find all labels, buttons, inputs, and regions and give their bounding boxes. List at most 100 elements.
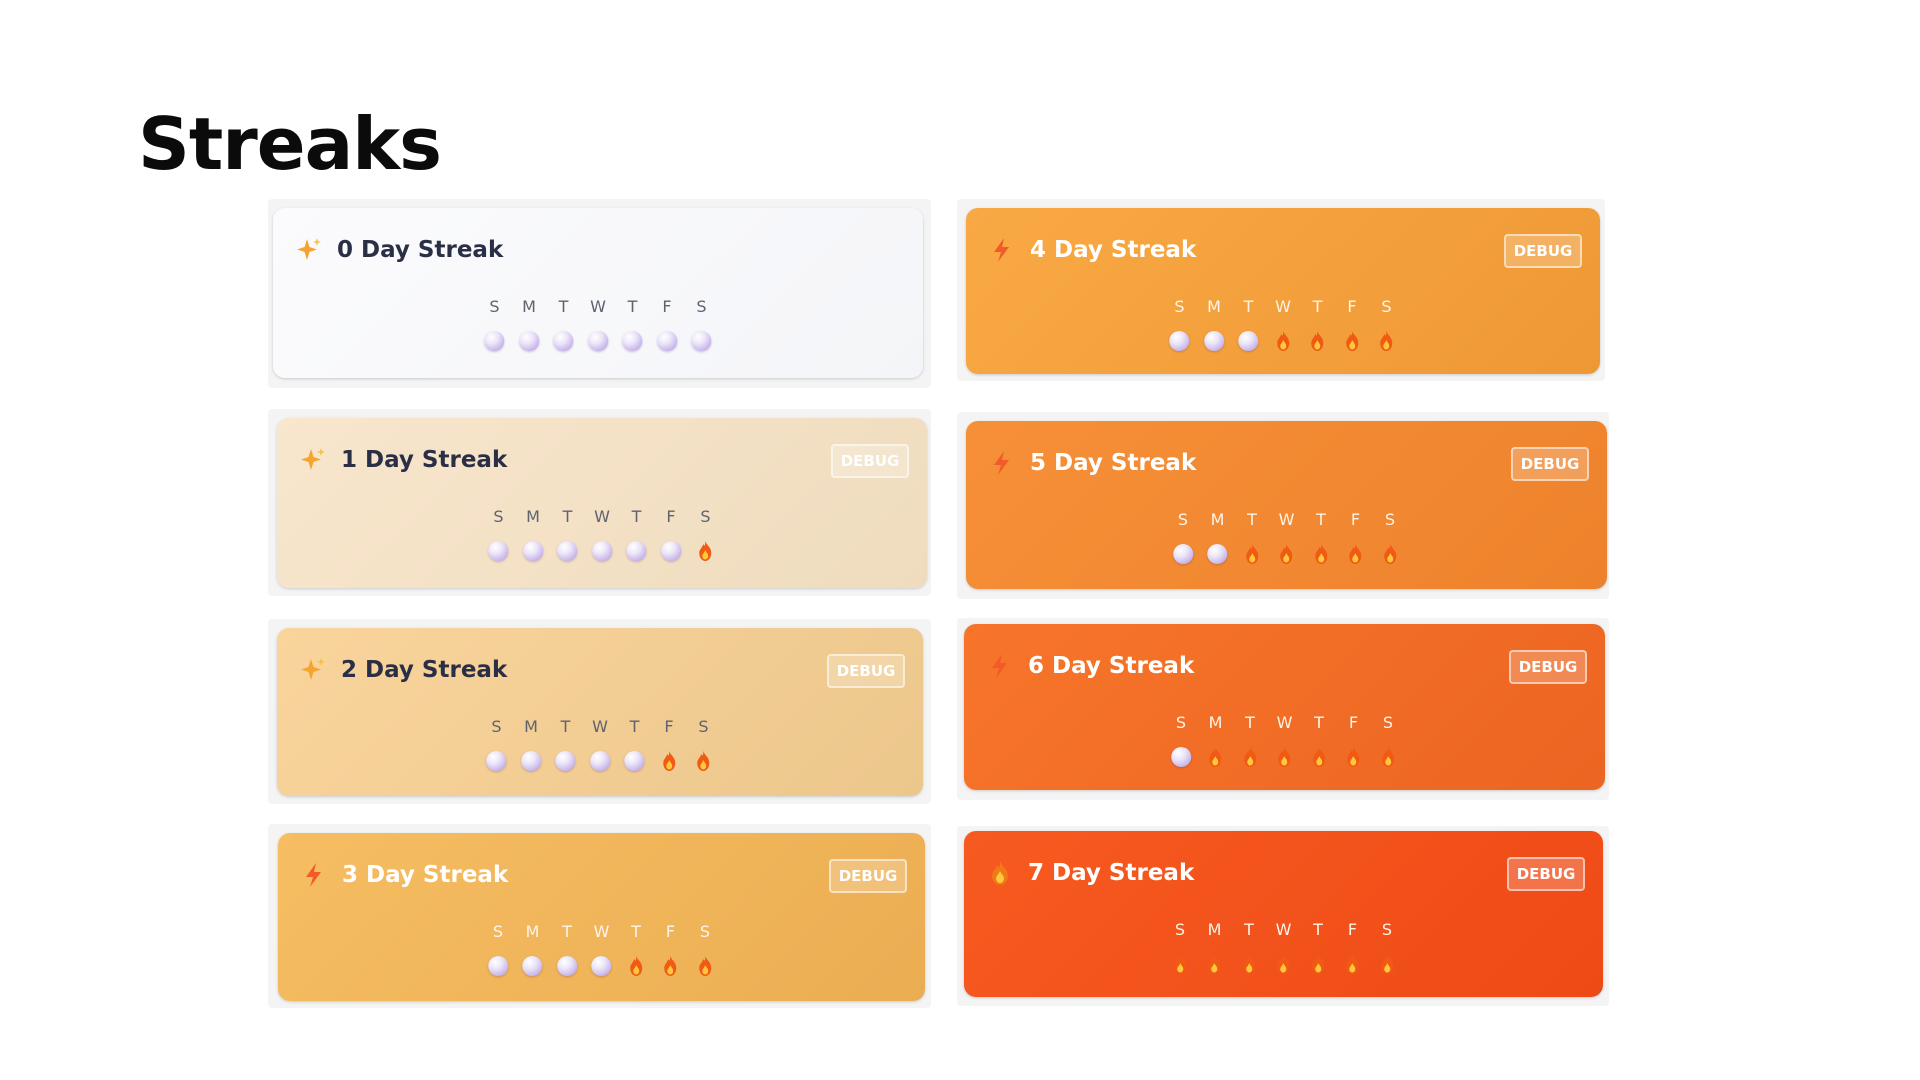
empty-day-orb: [1207, 543, 1229, 565]
day-label: S: [1177, 510, 1189, 529]
empty-day-orb: [1169, 330, 1191, 352]
flame-icon: [1308, 746, 1330, 768]
day-label: T: [1243, 297, 1254, 316]
empty-day-orb: [656, 330, 678, 352]
day-label: S: [696, 297, 707, 316]
empty-day-orb: [553, 330, 575, 352]
day-label: S: [1174, 920, 1186, 939]
day-label: M: [526, 507, 540, 526]
flame-icon: [1376, 330, 1398, 352]
empty-day-orb: [591, 540, 613, 562]
debug-button[interactable]: DEBUG: [1509, 650, 1587, 684]
day-label: M: [522, 297, 536, 316]
day-label: S: [1174, 297, 1185, 316]
debug-button[interactable]: DEBUG: [1511, 447, 1589, 481]
empty-day-orb: [589, 750, 611, 772]
day-label: T: [1245, 713, 1255, 732]
flame-icon: [1204, 953, 1226, 975]
flame-icon: [1343, 746, 1365, 768]
day-label: F: [665, 922, 676, 941]
debug-button[interactable]: DEBUG: [1507, 857, 1585, 891]
flame-icon: [1205, 746, 1227, 768]
day-label: S: [491, 717, 502, 736]
day-label: S: [489, 297, 500, 316]
day-label: T: [1316, 510, 1326, 529]
day-label: S: [493, 507, 504, 526]
flame-icon: [1273, 953, 1295, 975]
flame-icon: [1239, 746, 1261, 768]
sparkle-icon: [299, 446, 327, 474]
flame-icon: [693, 750, 715, 772]
card-title: 7 Day Streak: [1028, 860, 1195, 886]
empty-day-orb: [557, 540, 579, 562]
lightning-icon: [988, 236, 1016, 264]
streak-card-1: 1 Day Streak DEBUG S M T W T F S: [277, 418, 927, 588]
day-label: S: [1382, 713, 1394, 732]
flame-icon: [1307, 330, 1329, 352]
flame-icon: [1341, 330, 1363, 352]
day-label: M: [1210, 510, 1225, 529]
day-label: F: [664, 717, 674, 736]
debug-button[interactable]: DEBUG: [827, 654, 905, 688]
day-label: W: [593, 922, 610, 941]
empty-day-orb: [522, 955, 544, 977]
flame-icon: [1274, 746, 1296, 768]
lightning-icon: [300, 861, 328, 889]
day-label: T: [627, 297, 638, 316]
day-label: F: [666, 507, 676, 526]
flame-icon: [1272, 330, 1294, 352]
streak-card-6: 6 Day Streak DEBUG S M T W T F S: [964, 624, 1605, 790]
empty-day-orb: [691, 330, 713, 352]
debug-button[interactable]: DEBUG: [829, 859, 907, 893]
streak-card-2: 2 Day Streak DEBUG S M T W T F S: [277, 628, 923, 796]
day-label: S: [492, 922, 504, 941]
lightning-icon: [986, 652, 1014, 680]
flame-icon: [1345, 543, 1367, 565]
day-label: W: [1276, 713, 1293, 732]
day-label: T: [631, 507, 642, 526]
empty-day-orb: [587, 330, 609, 352]
day-label: T: [560, 717, 571, 736]
day-label: T: [1247, 510, 1257, 529]
empty-day-orb: [1170, 746, 1192, 768]
card-title: 4 Day Streak: [1030, 237, 1197, 263]
day-label: T: [558, 297, 569, 316]
empty-day-orb: [556, 955, 578, 977]
day-label: S: [700, 507, 711, 526]
day-label: T: [562, 922, 572, 941]
streak-card-3: 3 Day Streak DEBUG S M T W T F S: [278, 833, 925, 1001]
day-label: F: [1347, 297, 1357, 316]
day-label: T: [1314, 713, 1324, 732]
card-title: 1 Day Streak: [341, 447, 508, 473]
day-label: S: [1381, 920, 1393, 939]
day-label: W: [1275, 297, 1291, 316]
empty-day-orb: [555, 750, 577, 772]
empty-day-orb: [518, 330, 540, 352]
day-label: S: [1384, 510, 1396, 529]
sparkle-icon: [295, 236, 323, 264]
flame-icon: [1379, 543, 1401, 565]
flame-icon: [1276, 543, 1298, 565]
card-title: 5 Day Streak: [1030, 450, 1197, 476]
day-label: M: [1207, 920, 1222, 939]
lightning-icon: [988, 449, 1016, 477]
debug-button[interactable]: DEBUG: [1504, 234, 1582, 268]
empty-day-orb: [1238, 330, 1260, 352]
day-label: T: [629, 717, 640, 736]
flame-icon: [658, 750, 680, 772]
day-label: S: [1381, 297, 1392, 316]
empty-day-orb: [624, 750, 646, 772]
day-label: M: [525, 922, 540, 941]
day-label: T: [631, 922, 641, 941]
debug-button[interactable]: DEBUG: [831, 444, 909, 478]
day-label: W: [1278, 510, 1295, 529]
empty-day-orb: [622, 330, 644, 352]
day-label: F: [1350, 510, 1361, 529]
